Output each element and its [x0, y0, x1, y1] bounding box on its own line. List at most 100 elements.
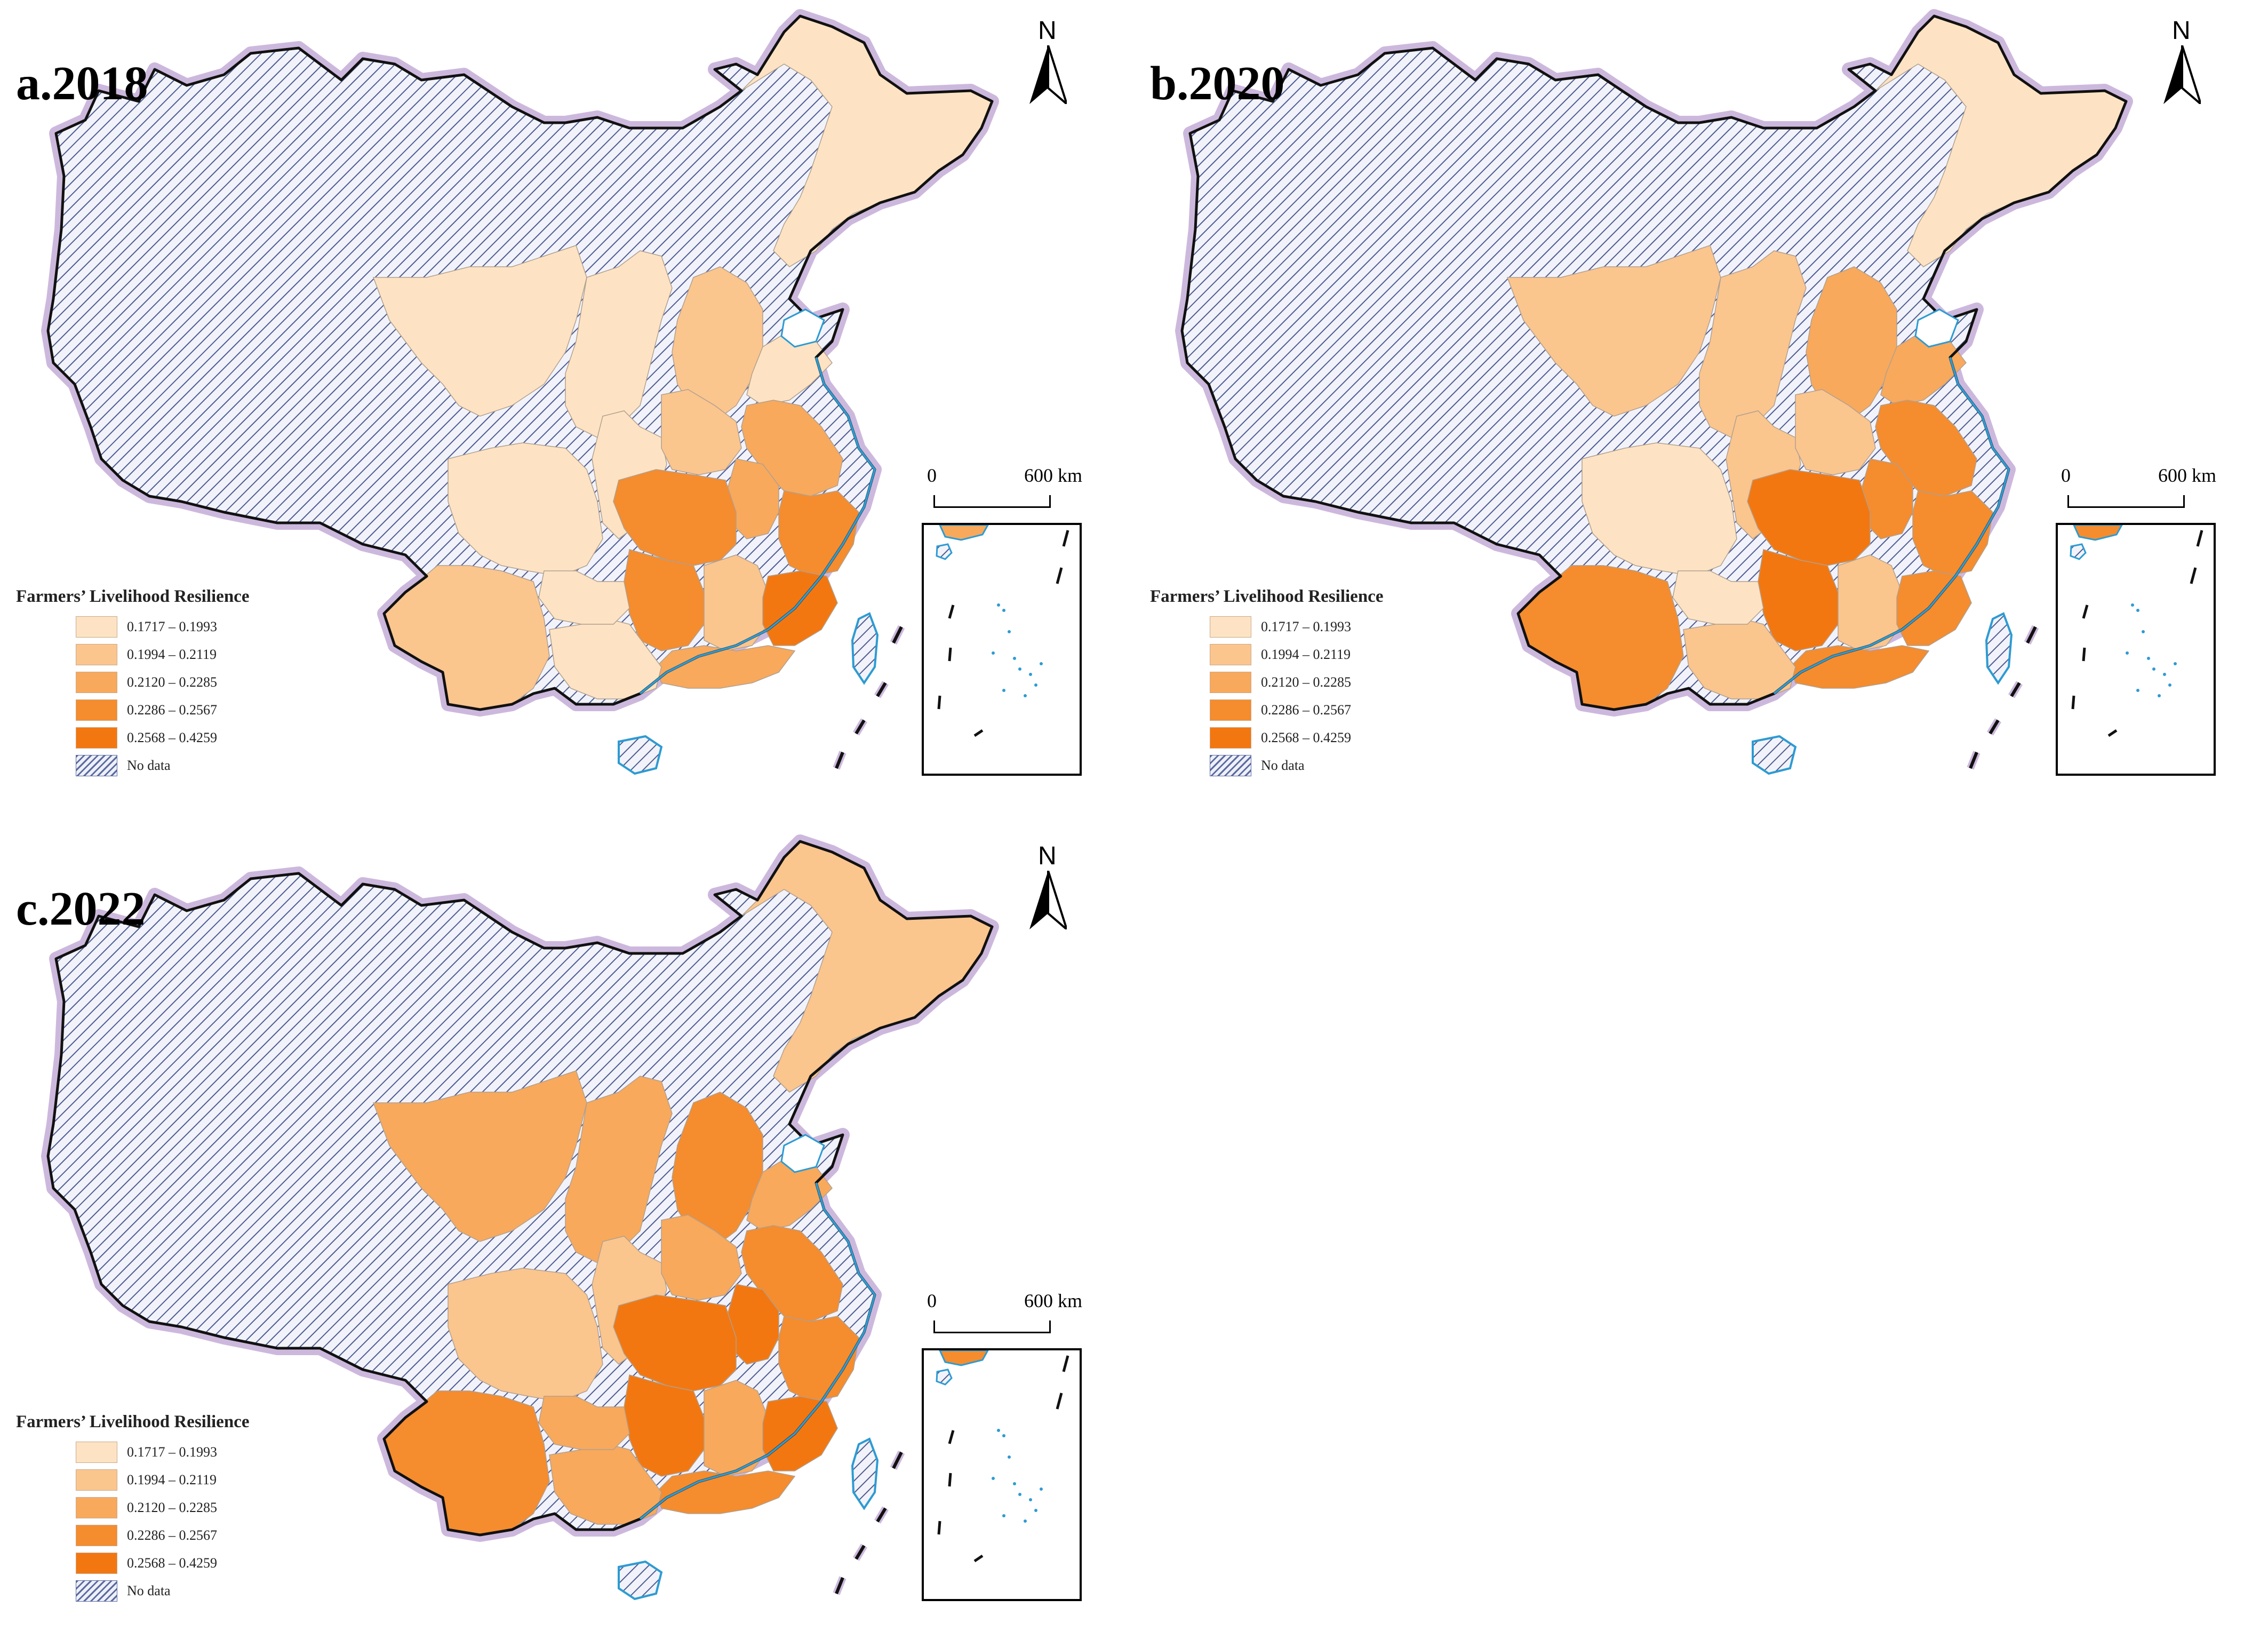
north-arrow: N [1029, 16, 1072, 107]
legend-label: 0.2568 – 0.4259 [1261, 730, 1351, 745]
scale-end: 600 km [2158, 465, 2217, 486]
inset-hainan [936, 543, 953, 560]
region-gd [656, 1470, 796, 1514]
inset-islet [992, 1477, 995, 1480]
inset-boundary-dash [1062, 1355, 1069, 1372]
country-border [46, 14, 994, 711]
legend-label: 0.2286 – 0.2567 [127, 702, 217, 718]
legend-swatch-nodata [1210, 755, 1251, 776]
taiwan-island [851, 1437, 879, 1510]
legend-item-nodata: No data [16, 1577, 315, 1605]
boundary-dash [876, 682, 887, 697]
inset-hainan [936, 1368, 953, 1386]
legend-swatch [1210, 644, 1251, 665]
legend-swatch [76, 644, 117, 665]
inset-boundary-dash [937, 1521, 941, 1535]
legend-item-nodata: No data [16, 752, 315, 779]
boundary-dash [1969, 751, 1978, 769]
taiwan-island [1985, 612, 2013, 685]
inset-boundary-dash [973, 729, 984, 737]
region-hn [1795, 389, 1876, 475]
region-zj [778, 1316, 859, 1402]
legend-item: 0.2568 – 0.4259 [16, 724, 315, 752]
legend-label: 0.1994 – 0.2119 [127, 1472, 217, 1487]
north-arrow: N [1029, 841, 1072, 932]
region-jx [704, 554, 769, 651]
legend-label: 0.2120 – 0.2285 [127, 1500, 217, 1515]
legend-swatch-nodata [76, 755, 117, 776]
legend: Farmers’ Livelihood Resilience 0.1717 – 0… [1150, 587, 1449, 779]
inset-islet [2131, 603, 2134, 607]
inset-islet [1002, 1434, 1005, 1437]
legend-swatch [76, 616, 117, 638]
map-panel-2022: c.2022 N 0 600 km Farmers’ Livelihood Re… [0, 825, 1134, 1647]
inset-mainland [939, 525, 989, 541]
legend-label: 0.1994 – 0.2119 [1261, 647, 1351, 662]
inset-map [2070, 525, 2203, 737]
inset-islet [1034, 683, 1037, 687]
legend-item: 0.2120 – 0.2285 [16, 669, 315, 696]
legend-label-nodata: No data [1261, 758, 1305, 773]
legend-swatch [76, 1553, 117, 1574]
north-arrow-icon [1029, 45, 1067, 104]
legend-label: 0.1994 – 0.2119 [127, 647, 217, 662]
inset-islet [992, 651, 995, 655]
north-arrow-icon [1029, 871, 1067, 929]
legend: Farmers’ Livelihood Resilience 0.1717 – 0… [16, 1412, 315, 1605]
region-fj [762, 570, 838, 646]
scale-bar: 0 600 km [923, 464, 1115, 512]
map-panel-2020: b.2020 N 0 600 km Farmers’ Livelihood Re… [1134, 0, 2268, 822]
inset-islet [1002, 689, 1005, 692]
scale-bar: 0 600 km [2057, 464, 2249, 512]
taiwan-island [851, 612, 879, 685]
legend-swatch [76, 1469, 117, 1491]
inset-islet [2174, 662, 2177, 665]
inset-map [936, 525, 1069, 737]
inset-islet [997, 603, 1000, 607]
south-china-sea-inset [2056, 523, 2216, 776]
legend-swatch [76, 1497, 117, 1518]
legend-swatch [76, 1525, 117, 1546]
inset-hainan [2070, 543, 2087, 560]
region-zj [1912, 490, 1993, 577]
inset-islet [2152, 667, 2155, 671]
legend-label-nodata: No data [127, 1583, 171, 1598]
boundary-dash [876, 1507, 887, 1523]
inset-islet [1018, 667, 1021, 671]
scale-end: 600 km [1024, 465, 1083, 486]
region-fj [762, 1396, 838, 1471]
boundary-dash [2026, 626, 2037, 644]
inset-islet [1024, 694, 1027, 697]
inset-islet [1013, 1482, 1016, 1485]
scale-start: 0 [2061, 465, 2071, 486]
inset-islet [1029, 1498, 1032, 1501]
region-jx [704, 1380, 769, 1477]
inset-islet [1018, 1493, 1021, 1496]
scale-bar: 0 600 km [923, 1290, 1115, 1338]
inset-islet [1029, 673, 1032, 676]
inset-boundary-dash [973, 1554, 984, 1563]
region-gz [538, 570, 630, 625]
inset-islet [1013, 657, 1016, 660]
inset-boundary-dash [1062, 530, 1069, 547]
inset-map [936, 1350, 1069, 1563]
country-border [1180, 14, 2128, 711]
inset-boundary-dash [2107, 729, 2118, 737]
region-n [372, 1070, 587, 1242]
inset-islet [1024, 1519, 1027, 1523]
region-hn [661, 389, 742, 475]
coastline [639, 357, 876, 695]
scale-bar-line [2067, 495, 2185, 508]
region-fj [1896, 570, 1972, 646]
panel-title: b.2020 [1150, 57, 1285, 110]
legend-swatch [1210, 727, 1251, 749]
region-sw [448, 442, 603, 577]
legend-item: 0.1994 – 0.2119 [16, 641, 315, 669]
inset-boundary-dash [1056, 567, 1063, 584]
inset-islet [997, 1429, 1000, 1432]
legend-label: 0.2568 – 0.4259 [127, 1555, 217, 1571]
inset-boundary-dash [2082, 647, 2086, 662]
scale-end: 600 km [1024, 1290, 1083, 1311]
legend-title: Farmers’ Livelihood Resilience [1150, 587, 1384, 606]
legend-title: Farmers’ Livelihood Resilience [16, 587, 250, 606]
